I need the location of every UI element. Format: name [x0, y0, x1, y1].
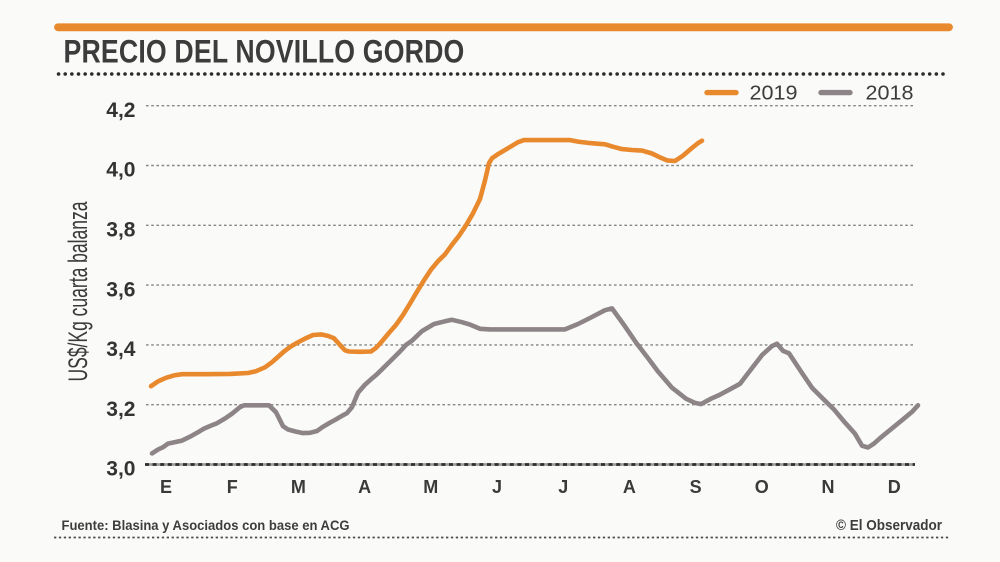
svg-text:D: D: [888, 477, 901, 497]
svg-text:S: S: [690, 477, 702, 497]
svg-text:3,0: 3,0: [106, 458, 135, 481]
svg-text:O: O: [755, 477, 769, 497]
svg-text:M: M: [423, 477, 438, 497]
svg-text:3,2: 3,2: [106, 398, 135, 421]
svg-text:3,6: 3,6: [106, 278, 135, 301]
svg-text:J: J: [558, 477, 568, 497]
svg-text:Fuente: Blasina y Asociados co: Fuente: Blasina y Asociados con base en …: [62, 518, 350, 533]
svg-text:A: A: [623, 477, 636, 497]
svg-text:3,8: 3,8: [106, 219, 136, 242]
svg-text:E: E: [160, 477, 172, 497]
svg-text:4,2: 4,2: [106, 99, 135, 122]
svg-text:© El Observador: © El Observador: [836, 517, 942, 534]
svg-text:2019: 2019: [750, 83, 798, 105]
svg-text:J: J: [492, 477, 502, 497]
svg-text:PRECIO DEL NOVILLO GORDO: PRECIO DEL NOVILLO GORDO: [64, 33, 465, 69]
svg-text:A: A: [358, 477, 371, 497]
svg-text:US$/Kg cuarta balanza: US$/Kg cuarta balanza: [63, 201, 93, 382]
svg-text:F: F: [227, 477, 238, 497]
svg-text:M: M: [291, 477, 306, 497]
svg-text:2018: 2018: [866, 83, 914, 105]
svg-text:3,4: 3,4: [106, 338, 136, 361]
svg-text:4,0: 4,0: [106, 159, 135, 182]
svg-text:N: N: [822, 477, 835, 497]
